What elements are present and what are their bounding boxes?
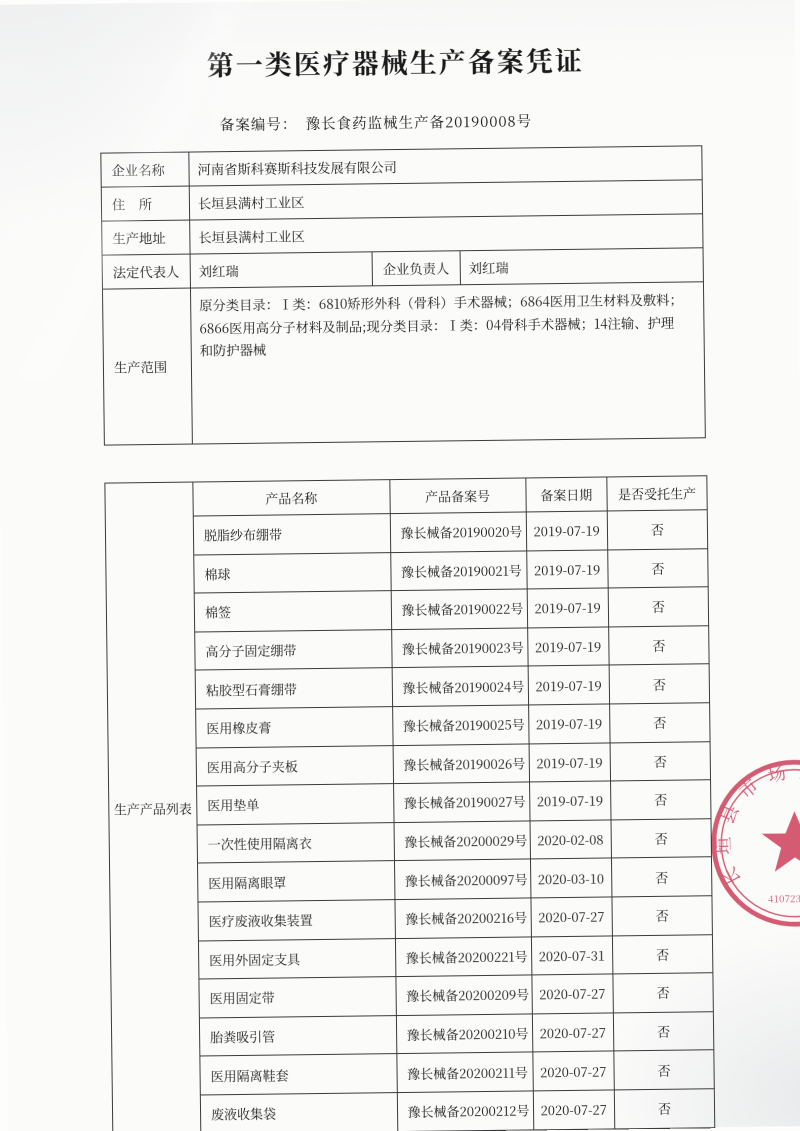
svg-text:长: 长 <box>715 863 746 891</box>
svg-text:4107230000: 4107230000 <box>768 890 800 906</box>
svg-text:市: 市 <box>733 773 764 804</box>
svg-text:垣: 垣 <box>710 836 736 855</box>
